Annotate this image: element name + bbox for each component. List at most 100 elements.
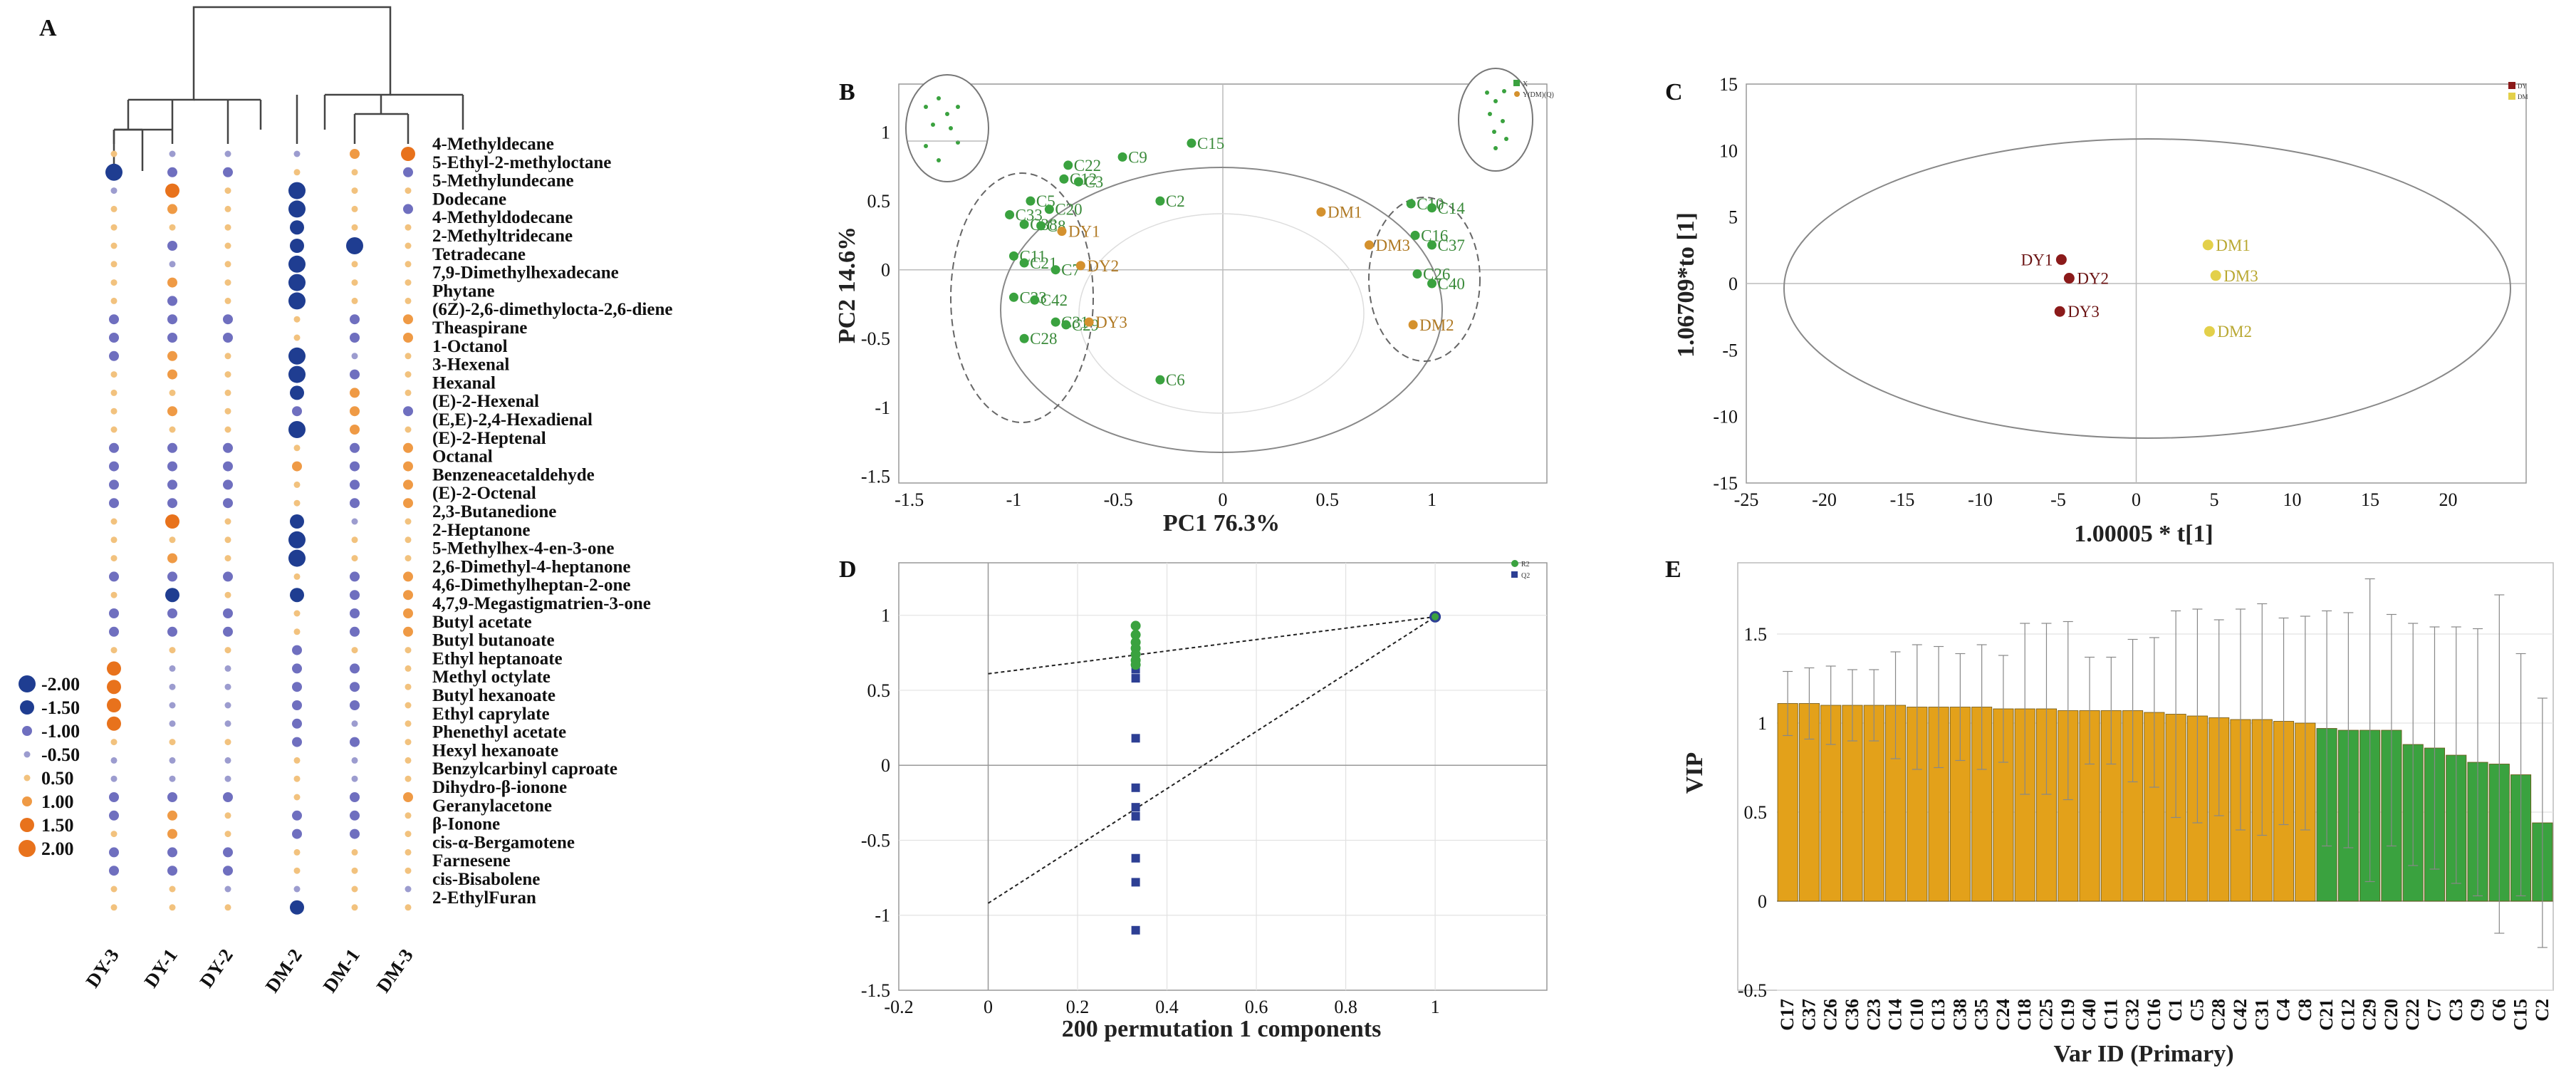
scores-points: DY1 DY2 DY3 DM1 DM3 DM2 xyxy=(2021,237,2258,341)
panel-letter-b: B xyxy=(839,79,855,105)
heatmap-dot xyxy=(169,720,176,727)
category-label: C23 xyxy=(1863,999,1884,1031)
q2-point xyxy=(1131,925,1140,935)
heatmap-dot xyxy=(290,514,304,529)
variable-label: C14 xyxy=(1438,199,1466,217)
heatmap-dot xyxy=(293,150,301,157)
heatmap-dot xyxy=(405,371,412,378)
q2-point xyxy=(1131,734,1140,743)
sample-label: DM3 xyxy=(1375,237,1410,254)
heatmap-dot xyxy=(167,369,177,380)
heatmap-dot xyxy=(351,647,358,654)
sample-label: DY-2 xyxy=(195,945,236,992)
legend-label-dm: DM xyxy=(2518,93,2528,100)
compound-label: Phenethyl acetate xyxy=(432,723,566,742)
y-axis-title: 1.06709*to [1] xyxy=(1673,212,1699,358)
heatmap-dot xyxy=(351,867,358,874)
sample-label: DM2 xyxy=(1419,316,1454,334)
heatmap-dot xyxy=(351,757,358,764)
compound-label: Octanal xyxy=(432,447,493,467)
heatmap-dot xyxy=(293,610,301,617)
x-tick: 0 xyxy=(1219,489,1228,510)
heatmap-dot xyxy=(405,297,412,304)
y-tick: 1 xyxy=(881,606,890,626)
heatmap-dot xyxy=(346,237,363,254)
permutation-plot: -0.2 0 0.2 0.4 0.6 0.8 110.50-0.5-1-1.5 R2 Q2 … xyxy=(861,560,1548,1042)
heatmap-dot xyxy=(224,205,231,212)
dy-cluster-ellipse xyxy=(950,172,1094,423)
heatmap-dot xyxy=(223,792,233,802)
y-tick: -0.5 xyxy=(1738,980,1767,1001)
heatmap-dot xyxy=(293,628,301,635)
compound-label: Ethyl caprylate xyxy=(432,705,550,724)
category-label: C24 xyxy=(1993,999,2013,1031)
compound-label: Dihydro-β-ionone xyxy=(432,778,567,797)
heatmap-dot xyxy=(351,224,358,231)
heatmap-dot xyxy=(405,426,412,433)
heatmap-dot xyxy=(110,205,118,212)
heatmap-dot xyxy=(350,442,360,453)
compound-label: (E)-2-Hexenal xyxy=(432,392,539,411)
y-tick: -1 xyxy=(875,398,890,418)
heatmap-dot xyxy=(350,498,360,509)
original-r2-point xyxy=(1432,613,1439,620)
compound-label: 3-Hexenal xyxy=(432,355,509,375)
sample-point xyxy=(1075,261,1085,271)
legend-label-q2: Q2 xyxy=(1521,572,1530,580)
heatmap-dot xyxy=(165,514,179,529)
compound-label: Butyl butanoate xyxy=(432,631,555,650)
heatmap-dot xyxy=(350,590,360,601)
heatmap-dot xyxy=(223,461,233,472)
zoom-point xyxy=(1493,99,1498,103)
legend-label-y: Y(DM)(Q) xyxy=(1523,91,1554,99)
compound-label: 2-EthylFuran xyxy=(432,888,536,908)
heatmap-dot xyxy=(167,498,177,509)
heatmap-dot xyxy=(403,590,413,601)
heatmap-dot xyxy=(167,333,177,343)
sample-point xyxy=(1364,240,1374,250)
x-axis-title: Var ID (Primary) xyxy=(2053,1041,2233,1067)
heatmap-dot xyxy=(405,739,412,746)
q2-point xyxy=(1131,783,1140,792)
variable-point xyxy=(1030,295,1040,305)
heatmap-dot xyxy=(167,479,177,490)
variable-label: C42 xyxy=(1041,291,1068,309)
compound-label: 7,9-Dimethylhexadecane xyxy=(432,264,619,283)
heatmap-dot xyxy=(350,829,360,839)
heatmap-dot xyxy=(224,407,231,415)
heatmap-dot xyxy=(351,169,358,176)
compound-label: (E)-2-Heptenal xyxy=(432,429,546,448)
legend-value: -1.50 xyxy=(41,697,80,718)
heatmap-dot xyxy=(224,683,231,690)
y-tick: 0.5 xyxy=(867,191,891,212)
q2-point xyxy=(1131,674,1140,683)
y-tick: -0.5 xyxy=(861,328,890,349)
heatmap-dot xyxy=(167,810,177,821)
variable-point xyxy=(1406,199,1416,209)
y-tick: 0 xyxy=(881,260,890,281)
heatmap-dot xyxy=(405,665,412,672)
x-tick: 1 xyxy=(1427,489,1436,510)
zoom-point xyxy=(1488,112,1492,116)
category-label: C12 xyxy=(2337,999,2358,1031)
heatmap-dot xyxy=(290,239,304,253)
sample-point xyxy=(1084,317,1094,327)
zoom-point xyxy=(949,126,953,130)
legend-value: -1.00 xyxy=(41,721,80,742)
heatmap-dot xyxy=(405,261,412,268)
heatmap-dot xyxy=(405,536,412,544)
category-label: C13 xyxy=(1928,999,1949,1031)
heatmap-dot xyxy=(110,775,118,782)
heatmap-dot xyxy=(167,626,177,637)
heatmap-dot xyxy=(224,389,231,396)
heatmap-dot xyxy=(403,479,413,490)
variable-point xyxy=(1036,221,1046,231)
heatmap-dot xyxy=(109,350,119,361)
heatmap-dot xyxy=(167,277,177,288)
biplot-ellipses xyxy=(905,68,1533,453)
heatmap-dot xyxy=(169,775,176,782)
x-tick: 0 xyxy=(984,997,993,1017)
heatmap-dot xyxy=(405,831,412,838)
category-label: C25 xyxy=(2035,999,2056,1031)
heatmap-panel: 4-Methyldecane5-Ethyl-2-methyloctane5-Me… xyxy=(19,6,672,997)
